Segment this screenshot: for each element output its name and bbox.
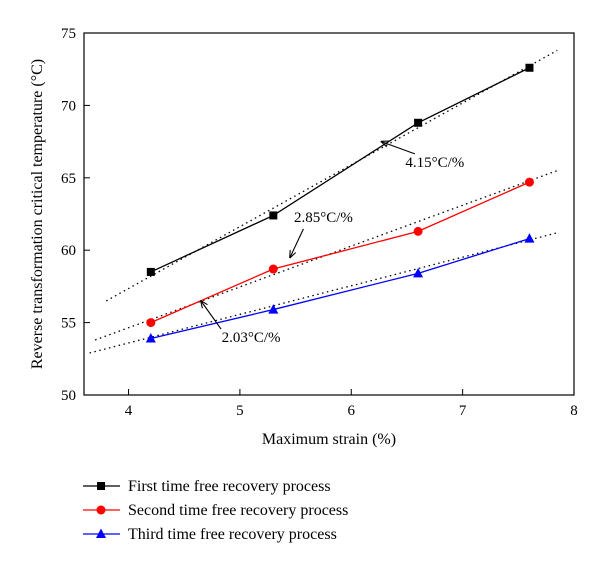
y-tick-label-1: 55 bbox=[61, 316, 76, 332]
fit-line-3 bbox=[89, 232, 558, 354]
y-tick-label-2: 60 bbox=[61, 243, 76, 259]
plot-frame bbox=[83, 32, 575, 396]
series-1-point-2 bbox=[269, 211, 278, 220]
legend-marker-3 bbox=[96, 528, 106, 538]
y-tick-label-0: 50 bbox=[61, 388, 76, 404]
series-1-point-1 bbox=[146, 267, 155, 276]
slope-arrow-2 bbox=[290, 228, 304, 258]
x-tick-label-2: 6 bbox=[348, 403, 356, 419]
slope-arrow-3 bbox=[201, 301, 222, 330]
series-line-1 bbox=[150, 67, 530, 273]
y-tick-label-5: 75 bbox=[61, 26, 76, 42]
series-2-point-1 bbox=[146, 318, 156, 328]
series-2-point-4 bbox=[524, 177, 534, 187]
series-line-2 bbox=[150, 181, 530, 324]
slope-annotation-2: 2.85°C/% bbox=[294, 210, 353, 226]
series-2-point-3 bbox=[413, 226, 423, 236]
x-tick-label-3: 7 bbox=[459, 403, 467, 419]
series-3-point-2 bbox=[268, 304, 279, 314]
y-tick-label-3: 65 bbox=[61, 171, 76, 187]
series-3-point-4 bbox=[524, 233, 535, 243]
legend-label-3: Third time free recovery process bbox=[128, 526, 337, 543]
series-3-point-1 bbox=[145, 333, 156, 343]
series-3-point-3 bbox=[413, 267, 424, 278]
annotations: 4.15°C/% 2.85°C/% 2.03°C/% bbox=[201, 142, 464, 346]
series-1-point-4 bbox=[525, 63, 534, 72]
series-2-point-2 bbox=[268, 264, 278, 274]
x-axis-label: Maximum strain (%) bbox=[262, 431, 396, 448]
axis-ticks: 4 5 6 7 8 50 55 60 65 70 75 bbox=[61, 26, 578, 419]
fit-line-1 bbox=[105, 49, 558, 302]
series-1-point-3 bbox=[414, 118, 423, 127]
series-group bbox=[145, 63, 535, 343]
x-tick-label-0: 4 bbox=[125, 403, 133, 419]
slope-annotation-3: 2.03°C/% bbox=[222, 330, 281, 346]
slope-arrow-1 bbox=[381, 142, 415, 155]
slope-annotation-1: 4.15°C/% bbox=[405, 155, 464, 171]
series-line-3 bbox=[150, 237, 530, 340]
legend-label-2: Second time free recovery process bbox=[128, 502, 348, 519]
legend-marker-1 bbox=[97, 482, 105, 490]
legend-label-1: First time free recovery process bbox=[128, 478, 331, 495]
x-tick-label-1: 5 bbox=[236, 403, 244, 419]
x-tick-label-4: 8 bbox=[570, 403, 578, 419]
legend: First time free recovery process Second t… bbox=[83, 478, 348, 543]
fit-lines bbox=[89, 49, 558, 354]
legend-marker-2 bbox=[96, 505, 106, 515]
y-axis-label: Reverse transformation critical temperat… bbox=[29, 59, 46, 369]
y-tick-label-4: 70 bbox=[61, 98, 76, 114]
